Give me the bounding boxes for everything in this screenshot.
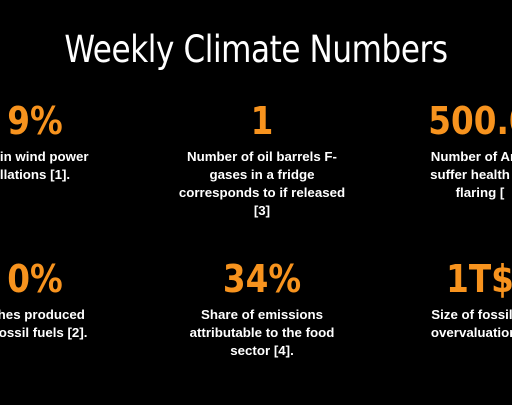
- stat-value: 1: [250, 99, 274, 143]
- stat-wind-power: 9% se in wind power llations [1].: [0, 98, 135, 184]
- stat-fossil-overvaluation: 1T$ Size of fossil fu overvaluation b: [380, 256, 512, 342]
- desc-line: Share of emissions: [201, 307, 323, 322]
- stat-description: othes produced n fossil fuels [2].: [0, 306, 135, 342]
- desc-line: corresponds to if released: [178, 185, 346, 200]
- desc-line: attributable to the food: [189, 325, 335, 340]
- stat-clothes: 0% othes produced n fossil fuels [2].: [0, 256, 135, 342]
- stat-value: 34%: [222, 257, 302, 301]
- desc-line: sector [4].: [230, 343, 294, 358]
- stat-value: 9%: [7, 99, 63, 143]
- stat-health-risk: 500.0 Number of Ame suffer health ris fl…: [380, 98, 512, 202]
- desc-line: gases in a fridge: [209, 167, 315, 182]
- stat-food-sector: 34% Share of emissions attributable to t…: [162, 256, 362, 360]
- page-title: Weekly Climate Numbers: [64, 28, 448, 71]
- stat-value: 1T$: [446, 257, 512, 301]
- desc-line: n fossil fuels [2].: [0, 325, 88, 340]
- stat-value: 0%: [7, 257, 63, 301]
- desc-line: llations [1].: [0, 167, 71, 182]
- desc-line: Number of Ame: [430, 149, 512, 164]
- desc-line: flaring [: [455, 185, 505, 200]
- desc-line: overvaluation b: [430, 325, 512, 340]
- desc-line: se in wind power: [0, 149, 89, 164]
- desc-line: othes produced: [0, 307, 85, 322]
- stat-description: Number of oil barrels F- gases in a frid…: [162, 148, 362, 220]
- stat-description: se in wind power llations [1].: [0, 148, 135, 184]
- desc-line: suffer health ris: [430, 167, 512, 182]
- desc-line: [3]: [253, 203, 271, 218]
- stat-description: Size of fossil fu overvaluation b: [380, 306, 512, 342]
- stat-oil-barrels: 1 Number of oil barrels F- gases in a fr…: [162, 98, 362, 220]
- stat-description: Number of Ame suffer health ris flaring …: [380, 148, 512, 202]
- desc-line: Size of fossil fu: [431, 307, 512, 322]
- desc-line: Number of oil barrels F-: [187, 149, 337, 164]
- stat-description: Share of emissions attributable to the f…: [162, 306, 362, 360]
- stat-value: 500.0: [428, 99, 512, 143]
